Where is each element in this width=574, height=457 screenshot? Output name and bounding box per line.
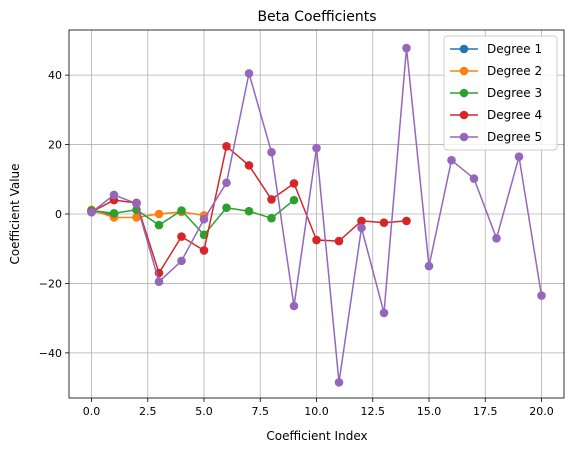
data-point	[87, 208, 96, 217]
data-point	[492, 234, 501, 243]
data-point	[110, 209, 119, 218]
data-point	[222, 142, 231, 151]
data-point	[177, 257, 186, 266]
legend-swatch-marker	[460, 67, 469, 76]
data-point	[267, 195, 276, 204]
x-tick-label: 10.0	[304, 405, 329, 418]
x-tick-label: 7.5	[252, 405, 270, 418]
x-tick-label: 5.0	[195, 405, 213, 418]
legend-swatch-marker	[460, 89, 469, 98]
data-point	[312, 236, 321, 245]
data-point	[267, 148, 276, 157]
data-point	[245, 69, 254, 78]
y-axis-label: Coefficient Value	[8, 163, 22, 264]
data-point	[222, 203, 231, 212]
data-point	[177, 232, 186, 241]
x-axis-label: Coefficient Index	[266, 429, 367, 443]
data-point	[402, 44, 411, 53]
x-tick-label: 20.0	[529, 405, 554, 418]
data-point	[245, 207, 254, 216]
data-point	[402, 217, 411, 226]
data-point	[267, 214, 276, 223]
legend-label: Degree 1	[487, 42, 542, 56]
data-point	[537, 291, 546, 300]
data-point	[335, 237, 344, 246]
data-point	[470, 174, 479, 183]
data-point	[155, 210, 164, 219]
data-point	[245, 161, 254, 170]
data-point	[200, 246, 209, 255]
legend-swatch-marker	[460, 111, 469, 120]
legend-label: Degree 5	[487, 130, 542, 144]
y-tick-label: 0	[55, 208, 62, 221]
data-point	[515, 152, 524, 161]
data-point	[222, 178, 231, 187]
data-point	[155, 221, 164, 230]
legend-swatch-marker	[460, 133, 469, 142]
data-point	[380, 309, 389, 318]
data-point	[380, 218, 389, 227]
y-tick-label: 40	[48, 69, 62, 82]
data-point	[200, 215, 209, 224]
y-tick-label: −40	[39, 347, 62, 360]
y-tick-label: 20	[48, 139, 62, 152]
legend-label: Degree 4	[487, 108, 542, 122]
data-point	[425, 262, 434, 271]
x-tick-label: 2.5	[139, 405, 157, 418]
x-tick-label: 0.0	[83, 405, 101, 418]
data-point	[132, 199, 141, 208]
legend-label: Degree 2	[487, 64, 542, 78]
legend-label: Degree 3	[487, 86, 542, 100]
data-point	[335, 378, 344, 387]
data-point	[177, 206, 186, 215]
data-point	[357, 224, 366, 233]
chart-title: Beta Coefficients	[257, 9, 376, 25]
legend: Degree 1 Degree 2 Degree 3 Degree 4 Degree 5	[444, 36, 557, 150]
legend-swatch-marker	[460, 45, 469, 54]
x-tick-label: 12.5	[361, 405, 386, 418]
data-point	[155, 277, 164, 286]
data-point	[290, 196, 299, 205]
x-tick-label: 15.0	[417, 405, 442, 418]
data-point	[447, 156, 456, 165]
data-point	[312, 144, 321, 153]
y-tick-label: −20	[39, 277, 62, 290]
data-point	[290, 179, 299, 188]
data-point	[110, 191, 119, 200]
x-tick-label: 17.5	[473, 405, 498, 418]
data-point	[290, 302, 299, 311]
